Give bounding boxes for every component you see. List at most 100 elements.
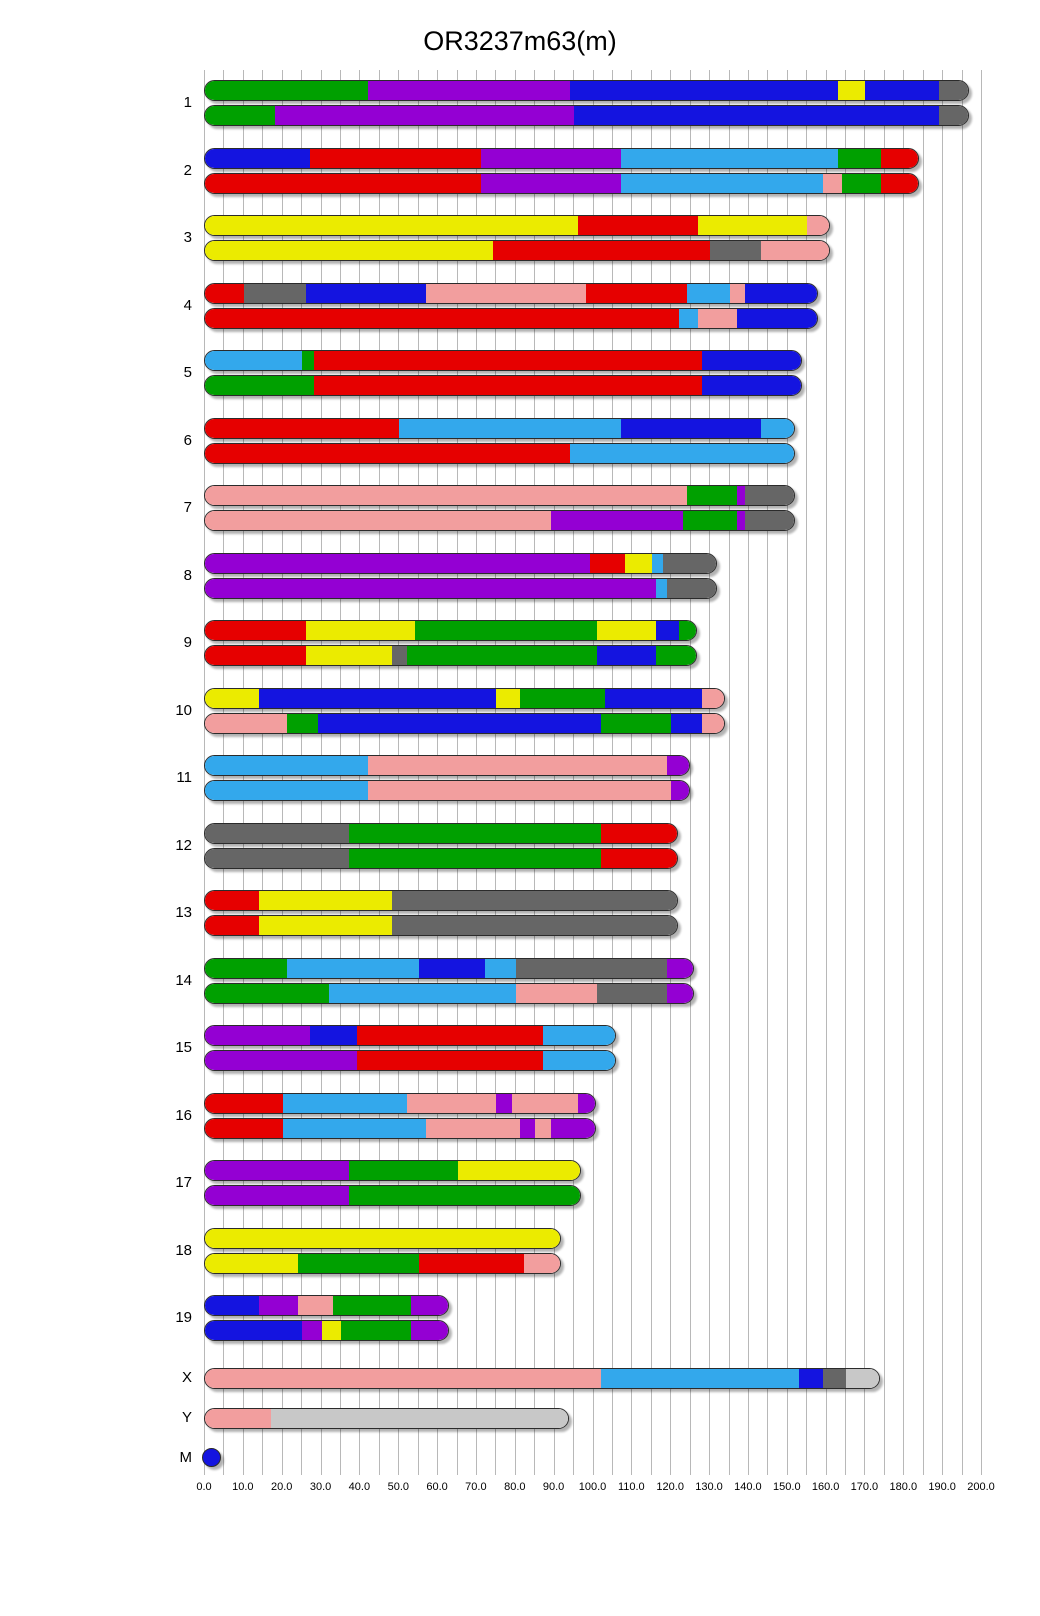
bar-segment-pink xyxy=(426,1118,521,1138)
bar-segment-green xyxy=(519,688,606,708)
chromosome-bar xyxy=(204,417,795,439)
bar-segment-green xyxy=(205,983,330,1003)
bar-segment-red xyxy=(205,621,307,640)
bar-segment-red xyxy=(205,1118,284,1138)
chromosome-bar xyxy=(204,1160,581,1181)
bar-segment-yellow xyxy=(306,621,416,640)
chromosome-bar xyxy=(204,915,678,936)
chromosome-bar xyxy=(204,375,803,396)
x-tick-label: 20.0 xyxy=(270,1481,293,1493)
bar-segment-blue xyxy=(570,81,839,100)
gridline xyxy=(942,70,944,1475)
bar-segment-red xyxy=(418,1253,525,1273)
bar-segment-green xyxy=(842,173,882,193)
bar-segment-green xyxy=(679,621,697,640)
bar-segment-yellow xyxy=(698,216,808,235)
bar-segment-gray xyxy=(597,983,668,1003)
bar-segment-sky xyxy=(484,958,517,978)
bar-segment-blue xyxy=(205,148,311,168)
bar-segment-purple xyxy=(737,511,746,530)
bar-segment-pink xyxy=(729,283,746,303)
bar-segment-purple xyxy=(205,1051,358,1070)
bar-segment-pink xyxy=(702,688,724,708)
gridline xyxy=(806,70,808,1475)
gridline xyxy=(864,70,866,1475)
chromosome-bar xyxy=(204,510,795,531)
chromosome-label: 19 xyxy=(175,1309,192,1326)
bar-segment-red xyxy=(881,148,918,168)
bar-segment-pink xyxy=(698,308,738,328)
gridline xyxy=(689,70,691,1475)
bar-segment-sky xyxy=(570,443,794,463)
bar-segment-red xyxy=(601,848,677,868)
bar-segment-sky xyxy=(760,418,794,438)
bar-segment-blue xyxy=(418,958,486,978)
mitochondria-dot xyxy=(202,1448,221,1467)
bar-segment-blue xyxy=(702,376,802,395)
bar-segment-silver xyxy=(846,1369,879,1388)
chromosome-bar xyxy=(204,1025,616,1046)
x-tick-label: 30.0 xyxy=(309,1481,332,1493)
bar-segment-sky xyxy=(620,173,824,193)
bar-segment-sky xyxy=(655,578,668,598)
bar-segment-sky xyxy=(543,1051,615,1070)
gridline xyxy=(845,70,846,1475)
chromosome-bar xyxy=(204,307,818,329)
chromosome-bar xyxy=(204,847,678,869)
bar-segment-red xyxy=(589,553,626,573)
chromosome-bar xyxy=(204,105,970,126)
bar-segment-blue xyxy=(317,713,602,733)
bar-segment-sky xyxy=(543,1026,615,1045)
bar-segment-sky xyxy=(601,1369,800,1388)
chromosome-bar xyxy=(204,890,678,911)
bar-segment-red xyxy=(309,148,482,168)
bar-segment-red xyxy=(205,173,482,193)
chromosome-bar xyxy=(204,442,795,464)
chart-title: OR3237m63(m) xyxy=(423,26,617,56)
gridline xyxy=(825,70,827,1475)
bar-segment-green xyxy=(838,148,882,168)
bar-segment-purple xyxy=(667,983,693,1003)
bar-segment-green xyxy=(414,621,598,640)
chromosome-bar xyxy=(204,712,725,734)
bar-segment-purple xyxy=(550,511,684,530)
bar-segment-blue xyxy=(745,283,817,303)
chromosome-bar xyxy=(204,957,694,979)
chromosome-bar xyxy=(204,1117,597,1139)
bar-segment-yellow xyxy=(496,688,521,708)
bar-segment-gray xyxy=(939,81,969,100)
bar-segment-blue xyxy=(205,1321,303,1340)
bar-segment-red xyxy=(881,173,918,193)
chromosome-bar xyxy=(204,240,830,261)
bar-segment-yellow xyxy=(259,891,393,910)
bar-segment-gray xyxy=(243,283,307,303)
chromosome-label: 8 xyxy=(183,566,192,584)
gridline xyxy=(709,70,710,1475)
bar-segment-pink xyxy=(807,216,829,235)
chromosome-bar xyxy=(204,577,717,599)
chromosome-bar xyxy=(204,687,725,709)
bar-segment-sky xyxy=(205,756,369,775)
chromosome-label: X xyxy=(181,1369,192,1386)
bar-segment-red xyxy=(356,1026,544,1045)
x-tick-label: 40.0 xyxy=(348,1481,371,1493)
bar-segment-red xyxy=(492,241,711,260)
bar-segment-yellow xyxy=(321,1321,342,1340)
bar-segment-green xyxy=(682,511,738,530)
bar-segment-yellow xyxy=(838,81,867,100)
bar-segment-gray xyxy=(745,511,794,530)
bar-segment-blue xyxy=(702,351,802,370)
gridline xyxy=(981,70,982,1475)
gridline xyxy=(922,70,924,1475)
bar-segment-pink xyxy=(523,1253,561,1273)
bar-segment-green xyxy=(333,1296,412,1315)
chromosome-bar xyxy=(204,822,678,844)
bar-segment-gray xyxy=(391,916,677,935)
bar-segment-yellow xyxy=(205,241,494,260)
bar-segment-green xyxy=(601,713,672,733)
bar-segment-green xyxy=(348,1186,580,1205)
bar-segment-yellow xyxy=(624,553,653,573)
bar-segment-purple xyxy=(205,1186,350,1205)
bar-segment-green xyxy=(205,81,369,100)
chromosome-bar xyxy=(204,645,698,666)
